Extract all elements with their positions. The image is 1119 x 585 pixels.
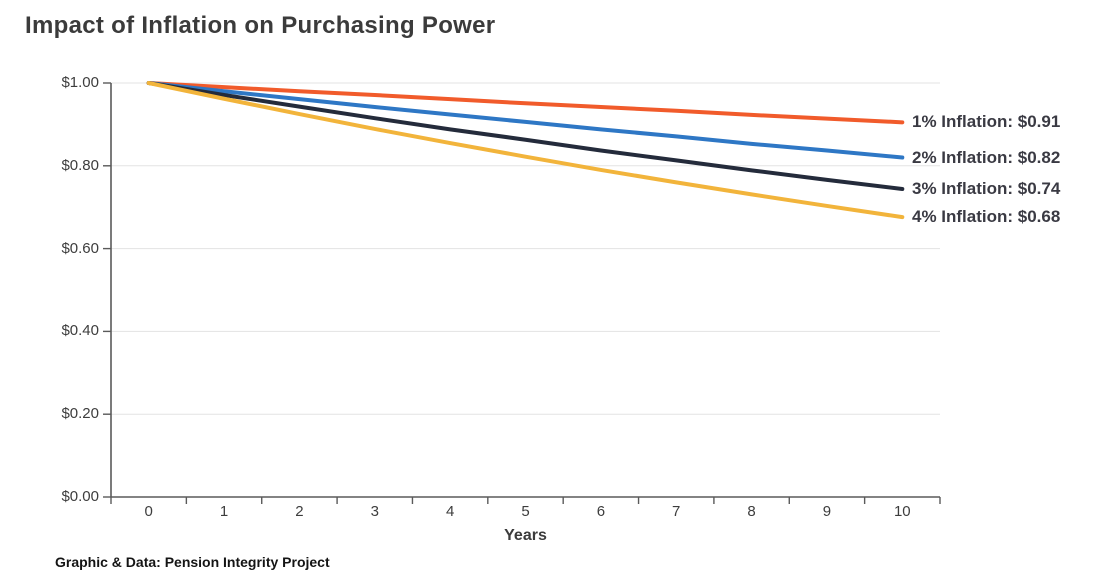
series-end-label-3-inflation: 3% Inflation: $0.74	[912, 178, 1061, 198]
x-tick-label: 10	[893, 503, 911, 520]
x-tick-label: 4	[445, 503, 455, 520]
y-tick-label: $0.40	[61, 322, 99, 340]
series-end-label-4-inflation: 4% Inflation: $0.68	[912, 207, 1061, 227]
y-tick-label: $0.60	[61, 239, 99, 257]
x-tick-label: 3	[370, 503, 379, 520]
x-tick-label: 6	[596, 503, 606, 520]
x-tick-label: 0	[144, 503, 153, 520]
chart-credit: Graphic & Data: Pension Integrity Projec…	[55, 554, 330, 570]
y-tick-label: $0.00	[61, 488, 99, 505]
x-tick-label: 2	[295, 503, 304, 520]
y-tick-label: $0.80	[61, 156, 99, 174]
series-line-1-inflation	[146, 81, 905, 125]
x-tick-label: 1	[219, 503, 229, 520]
x-tick-label: 8	[747, 503, 756, 520]
series-line-3-inflation	[146, 81, 905, 191]
series-line-2-inflation	[146, 81, 905, 160]
chart-title: Impact of Inflation on Purchasing Power	[25, 12, 496, 39]
x-axis-title: Years	[504, 527, 547, 544]
y-tick-label: $0.20	[61, 405, 99, 423]
x-tick-label: 9	[822, 503, 832, 520]
series-end-label-1-inflation: 1% Inflation: $0.91	[912, 112, 1061, 132]
x-tick-label: 5	[521, 503, 530, 520]
y-tick-label: $1.00	[61, 74, 99, 91]
series-end-label-2-inflation: 2% Inflation: $0.82	[912, 147, 1061, 167]
x-tick-label: 7	[672, 503, 681, 520]
series-line-4-inflation	[146, 81, 905, 220]
